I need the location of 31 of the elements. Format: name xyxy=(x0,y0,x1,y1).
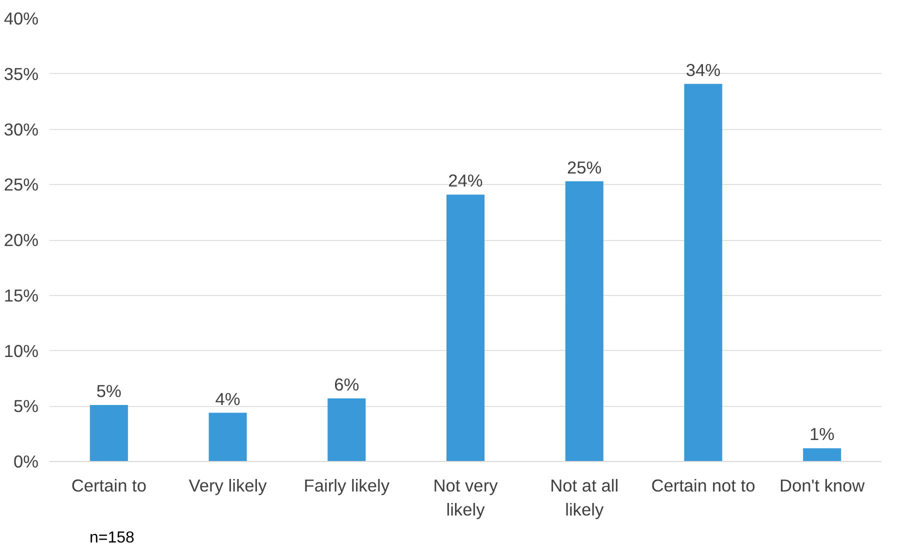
y-tick-label: 35% xyxy=(4,64,39,84)
bar xyxy=(90,405,128,462)
x-tick-label: Fairly likely xyxy=(304,476,390,496)
bar xyxy=(208,412,247,462)
text: n=158 xyxy=(90,530,135,546)
x-tick-label: Don't know xyxy=(779,476,866,496)
y-tick-label: 0% xyxy=(13,452,38,472)
data-label: 6% xyxy=(334,374,360,394)
data-label: 24% xyxy=(448,170,483,191)
data-label: 34% xyxy=(686,60,721,80)
data-label: 4% xyxy=(215,388,240,409)
x-tick-label: Certain to xyxy=(71,476,147,496)
y-tick-label: 10% xyxy=(4,340,39,361)
x-tick-label: Not at all likely xyxy=(550,476,619,520)
y-tick-label: 20% xyxy=(4,230,39,250)
bar xyxy=(803,448,842,462)
y-tick-label: 5% xyxy=(13,396,38,416)
data-label: 5% xyxy=(96,381,122,402)
x-tick-label: Very likely xyxy=(188,476,268,496)
bar xyxy=(684,84,722,462)
bar xyxy=(446,194,485,462)
data-label: 1% xyxy=(810,424,835,444)
y-tick-label: 25% xyxy=(4,174,39,195)
y-tick-label: 15% xyxy=(4,285,39,306)
bar xyxy=(565,181,604,462)
x-tick-label: Not very likely xyxy=(433,476,498,520)
y-tick-label: 40% xyxy=(4,8,39,28)
data-label: 25% xyxy=(567,157,602,178)
bar xyxy=(328,398,366,462)
y-tick-label: 30% xyxy=(4,119,39,140)
x-tick-label: Certain not to xyxy=(651,476,756,496)
